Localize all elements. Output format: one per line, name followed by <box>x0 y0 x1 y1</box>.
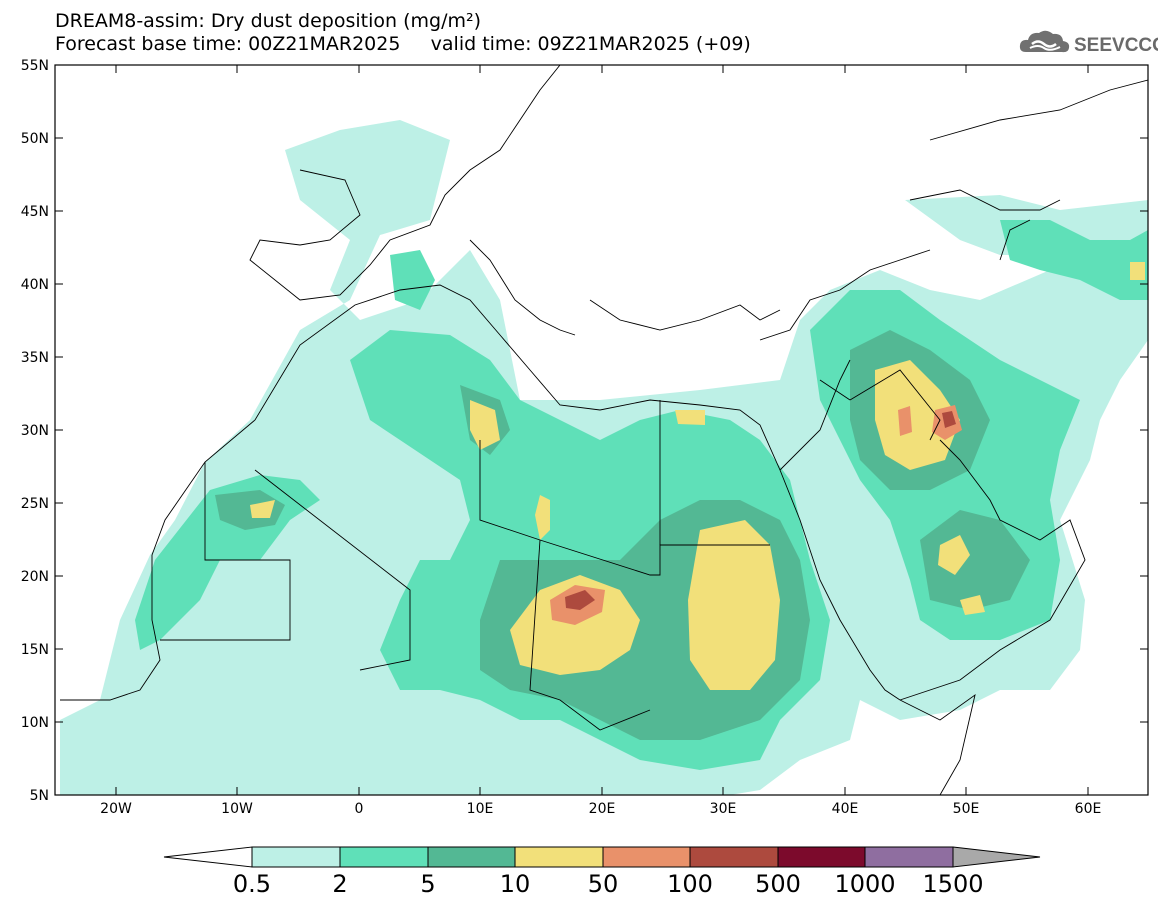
dust-contour-5 <box>215 490 285 530</box>
lon-labels: 20W 10W 0 10E 20E 30E 40E 50E 60E <box>100 801 1101 817</box>
lat-label: 55N <box>21 58 49 74</box>
lon-label: 50E <box>953 801 980 817</box>
coastlines <box>60 65 1148 795</box>
colorbar-label: 500 <box>755 870 801 898</box>
lat-label: 40N <box>21 277 49 293</box>
lat-labels: 55N 50N 45N 40N 35N 30N 25N 20N 15N 10N … <box>21 58 49 804</box>
lon-label: 60E <box>1075 801 1102 817</box>
dust-contour-2 <box>1000 220 1148 300</box>
colorbar-label: 50 <box>588 870 619 898</box>
lat-label: 35N <box>21 350 49 366</box>
dust-contour-100 <box>565 590 595 610</box>
colorbar-bin <box>251 846 341 868</box>
logo-text: SEEVCCC <box>1074 35 1158 56</box>
colorbar-bin <box>514 846 604 868</box>
colorbar-bin <box>864 846 954 868</box>
lat-ticks <box>55 64 1148 796</box>
dust-contour-2 <box>390 250 435 310</box>
map-title: DREAM8-assim: Dry dust deposition (mg/m²… <box>55 10 482 32</box>
lat-label: 5N <box>30 788 49 804</box>
seevccc-logo: SEEVCCC <box>1018 26 1165 60</box>
lon-label: 0 <box>355 801 364 817</box>
dust-contour-100 <box>942 411 956 428</box>
colorbar-bin <box>427 846 516 868</box>
lat-label: 20N <box>21 569 49 585</box>
dust-contour-10 <box>250 500 275 518</box>
lat-label: 30N <box>21 423 49 439</box>
lon-label: 40E <box>832 801 859 817</box>
colorbar-bin <box>602 846 691 868</box>
colorbar-under-arrow <box>163 846 253 868</box>
colorbar-bin <box>339 846 429 868</box>
cloud-icon: SEEVCCC <box>1019 30 1165 56</box>
colorbar-label: 100 <box>667 870 713 898</box>
colorbar-label: 10 <box>500 870 531 898</box>
colorbar-label: 2 <box>332 870 347 898</box>
lon-label: 20W <box>100 801 132 817</box>
dust-contour-10 <box>675 410 705 425</box>
colorbar-over-arrow <box>952 846 1041 868</box>
dust-contour-10 <box>938 535 970 575</box>
colorbar: 0.5 2 5 10 50 100 500 1000 1500 <box>163 846 1041 898</box>
lon-ticks <box>115 65 1089 795</box>
colorbar-bin <box>777 846 866 868</box>
colorbar-bin <box>689 846 779 868</box>
dust-contour-10 <box>1130 262 1145 280</box>
colorbar-label: 5 <box>420 870 435 898</box>
dust-contour-10 <box>960 595 985 615</box>
dust-contour-10 <box>535 495 550 540</box>
lon-label: 30E <box>710 801 737 817</box>
lat-label: 45N <box>21 204 49 220</box>
dust-contour-10 <box>470 400 500 450</box>
lat-label: 10N <box>21 715 49 731</box>
dust-contour-5 <box>920 510 1030 610</box>
lon-label: 10W <box>221 801 253 817</box>
colorbar-label: 1500 <box>922 870 983 898</box>
lon-label: 10E <box>467 801 494 817</box>
lat-label: 15N <box>21 642 49 658</box>
colorbar-label: 0.5 <box>233 870 271 898</box>
lat-label: 50N <box>21 131 49 147</box>
dust-fields <box>60 120 1148 795</box>
dust-contour-10 <box>875 360 960 470</box>
lon-label: 20E <box>589 801 616 817</box>
dust-contour-50 <box>898 406 912 436</box>
lat-label: 25N <box>21 496 49 512</box>
colorbar-label: 1000 <box>834 870 895 898</box>
forecast-time-line: Forecast base time: 00Z21MAR2025 valid t… <box>55 33 751 55</box>
dust-contour-10 <box>688 520 780 690</box>
